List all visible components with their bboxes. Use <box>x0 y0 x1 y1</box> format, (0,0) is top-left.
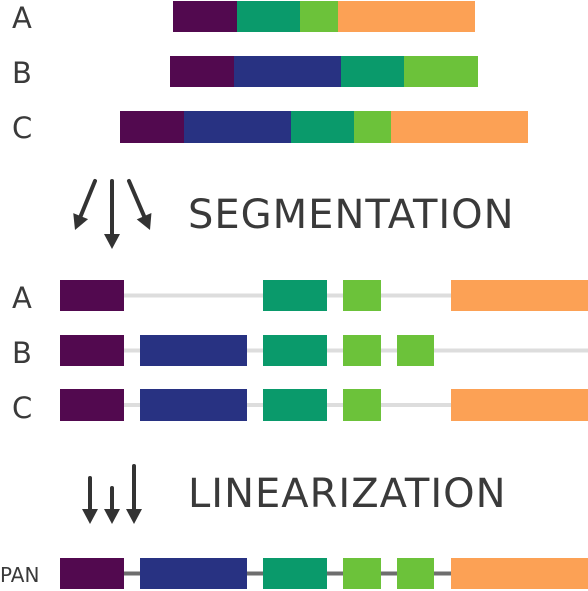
genome-block-purple <box>120 111 184 143</box>
genome-block-navy <box>234 56 341 87</box>
segment-block-lime <box>343 389 381 421</box>
genome-block-lime <box>404 56 478 87</box>
segmented-genome-b: B <box>12 335 588 370</box>
pan-segment-block-lime <box>343 558 381 589</box>
pan-segment-block-purple <box>60 558 124 589</box>
genome-block-lime <box>300 1 338 32</box>
raw-genome-c: C <box>12 111 528 145</box>
segmentation-arrows <box>73 179 152 249</box>
arrow-down-icon <box>104 486 120 524</box>
genome-block-orange <box>338 1 475 32</box>
raw-genome-b: B <box>12 56 478 90</box>
segment-block-navy <box>140 389 247 421</box>
segmented-genome-label: A <box>12 281 32 315</box>
pan-segment-block-teal <box>263 558 327 589</box>
linearization-arrows <box>82 464 142 524</box>
segment-block-orange <box>451 280 588 311</box>
segmented-genome-a: A <box>12 280 588 315</box>
genome-block-teal <box>291 111 354 143</box>
genome-block-purple <box>173 1 237 32</box>
segmented-genome-label: B <box>12 336 32 370</box>
segment-block-orange <box>451 389 588 421</box>
segmented-genome-label: C <box>12 391 32 425</box>
pan-genome-label: PAN <box>0 563 39 587</box>
genome-block-orange <box>391 111 528 143</box>
raw-genome-label: C <box>12 111 32 145</box>
raw-genome-label: A <box>12 1 32 35</box>
segment-block-teal <box>263 280 327 311</box>
genome-block-teal <box>237 1 300 32</box>
arrow-down-icon <box>104 179 120 249</box>
segmented-genome-c: C <box>12 389 588 425</box>
segment-block-teal <box>263 389 327 421</box>
segment-block-purple <box>60 335 124 366</box>
genome-block-teal <box>341 56 404 87</box>
pan-genome: PAN <box>0 558 588 589</box>
arrow-down-left-icon <box>73 179 97 230</box>
raw-genome-label: B <box>12 56 32 90</box>
raw-genome-a: A <box>12 1 475 35</box>
arrow-down-icon <box>126 464 142 524</box>
segment-block-teal <box>263 335 327 366</box>
segment-block-lime <box>397 335 434 366</box>
segment-block-purple <box>60 389 124 421</box>
segment-block-purple <box>60 280 124 311</box>
pan-segment-block-navy <box>140 558 247 589</box>
genome-block-navy <box>184 111 291 143</box>
linearization-heading: LINEARIZATION <box>188 471 507 517</box>
arrow-down-right-icon <box>127 179 152 230</box>
segment-block-lime <box>343 280 381 311</box>
raw-genomes: ABC <box>12 1 528 145</box>
arrow-down-icon <box>82 476 98 524</box>
segmentation-heading: SEGMENTATION <box>188 192 515 238</box>
pan-segment-block-orange <box>451 558 588 589</box>
segmented-genomes: ABC <box>12 280 588 425</box>
genome-block-purple <box>170 56 234 87</box>
pan-segment-block-lime <box>397 558 434 589</box>
segment-block-navy <box>140 335 247 366</box>
segment-block-lime <box>343 335 381 366</box>
genome-block-lime <box>354 111 391 143</box>
